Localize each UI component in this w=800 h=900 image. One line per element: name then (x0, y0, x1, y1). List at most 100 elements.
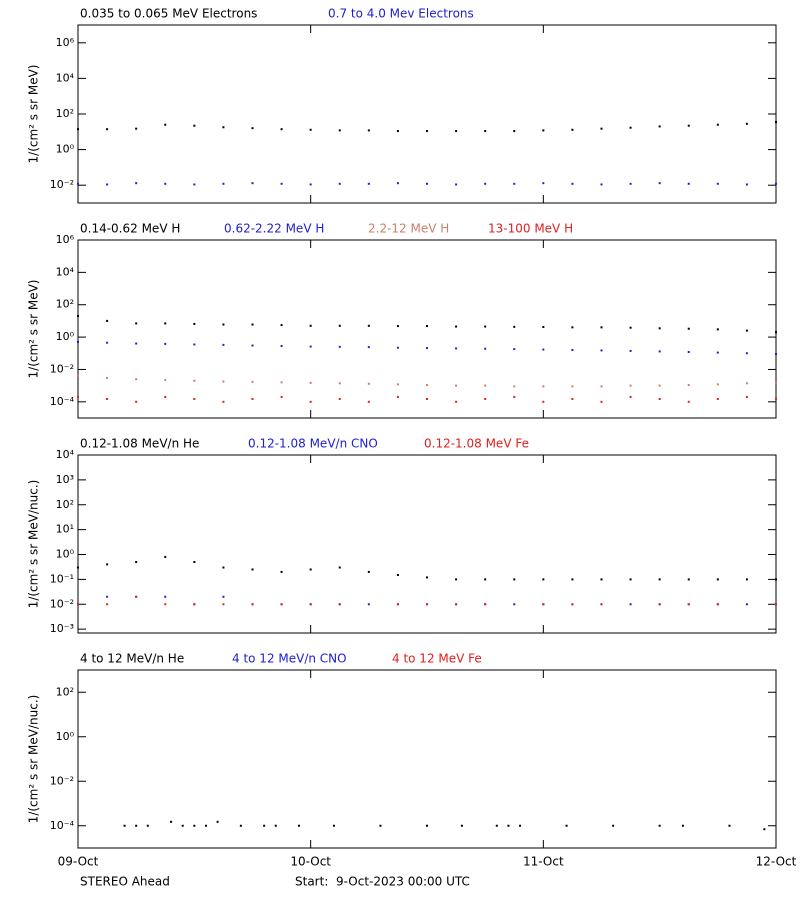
data-point (280, 345, 283, 348)
data-point (123, 824, 126, 827)
data-point (309, 128, 312, 131)
data-point (426, 824, 428, 827)
data-point (658, 603, 661, 606)
data-point (280, 603, 283, 606)
data-point (193, 124, 196, 127)
data-point (251, 127, 254, 130)
plot-frame (77, 669, 777, 849)
plot-frame (77, 454, 777, 634)
data-point (687, 400, 690, 403)
y-tick-label: 10⁻² (50, 597, 74, 610)
plot-frame (77, 239, 777, 419)
data-point (513, 325, 516, 328)
data-point (106, 341, 109, 344)
data-point (571, 397, 574, 400)
data-point (571, 578, 574, 581)
data-point (775, 381, 777, 384)
data-point (484, 130, 487, 133)
y-axis-label: 1/(cm² s sr MeV/nuc.) (27, 480, 41, 609)
data-point (600, 349, 603, 352)
data-point (379, 824, 382, 827)
x-tick-label: 11-Oct (523, 855, 564, 869)
y-tick-label: 10⁰ (56, 730, 75, 743)
data-point (658, 824, 661, 827)
legend-entry: 2.2-12 MeV H (368, 222, 449, 236)
data-point (745, 329, 748, 332)
data-point (135, 378, 138, 381)
data-point (251, 323, 254, 326)
y-tick-label: 10⁻³ (50, 622, 74, 635)
y-tick-label: 10² (56, 498, 74, 511)
data-point (77, 603, 79, 606)
data-point (309, 568, 312, 571)
data-point (687, 603, 690, 606)
data-point (426, 576, 428, 579)
data-point (542, 326, 545, 329)
data-point (77, 566, 79, 569)
y-tick-label: 10⁻² (50, 362, 74, 375)
data-point (629, 349, 632, 352)
y-tick-label: 10⁰ (56, 548, 75, 561)
data-point (716, 397, 719, 400)
legend-entry: 0.12-1.08 MeV/n He (80, 437, 199, 451)
data-point (658, 397, 661, 400)
data-point (280, 395, 283, 398)
y-tick-label: 10⁻¹ (50, 572, 74, 585)
data-point (484, 578, 487, 581)
data-point (193, 561, 196, 564)
data-point (164, 342, 167, 345)
data-point (222, 182, 225, 185)
data-point (716, 603, 719, 606)
legend-entry: 4 to 12 MeV/n CNO (232, 652, 347, 666)
data-point (181, 824, 184, 827)
data-point (164, 395, 167, 398)
data-point (426, 397, 428, 400)
data-point (484, 347, 487, 350)
data-point (251, 380, 254, 383)
data-point (658, 125, 661, 128)
data-point (629, 384, 632, 387)
data-point (367, 129, 370, 132)
data-point (600, 326, 603, 329)
data-point (135, 322, 138, 325)
y-axis-label: 1/(cm² s sr MeV/nuc.) (27, 695, 41, 824)
x-tick-label: 12-Oct (756, 855, 797, 869)
data-point (193, 183, 196, 186)
y-tick-label: 10² (56, 298, 74, 311)
data-point (716, 328, 719, 331)
data-point (251, 344, 254, 347)
data-point (455, 130, 458, 133)
data-point (571, 603, 574, 606)
data-point (600, 127, 603, 130)
data-point (542, 400, 545, 403)
data-point (135, 561, 138, 564)
data-point (222, 343, 225, 346)
data-point (106, 563, 109, 566)
data-point (658, 182, 661, 185)
data-point (106, 376, 109, 379)
data-point (775, 182, 777, 185)
data-point (77, 182, 79, 185)
data-point (687, 327, 690, 330)
y-tick-label: 10⁴ (56, 448, 75, 461)
data-point (396, 325, 399, 328)
data-point (367, 182, 370, 185)
data-point (106, 603, 109, 606)
data-point (164, 555, 167, 558)
data-point (77, 128, 79, 131)
data-point (106, 319, 109, 322)
data-point (600, 603, 603, 606)
data-point (745, 183, 748, 186)
data-point (484, 603, 487, 606)
data-point (164, 123, 167, 126)
data-point (222, 595, 225, 598)
data-point (426, 325, 428, 328)
data-point (164, 379, 167, 382)
data-point (600, 183, 603, 186)
data-point (338, 182, 341, 185)
data-point (542, 603, 545, 606)
data-point (513, 348, 516, 351)
data-point (106, 183, 109, 186)
y-tick-label: 10¹ (56, 523, 74, 536)
data-point (775, 603, 777, 606)
